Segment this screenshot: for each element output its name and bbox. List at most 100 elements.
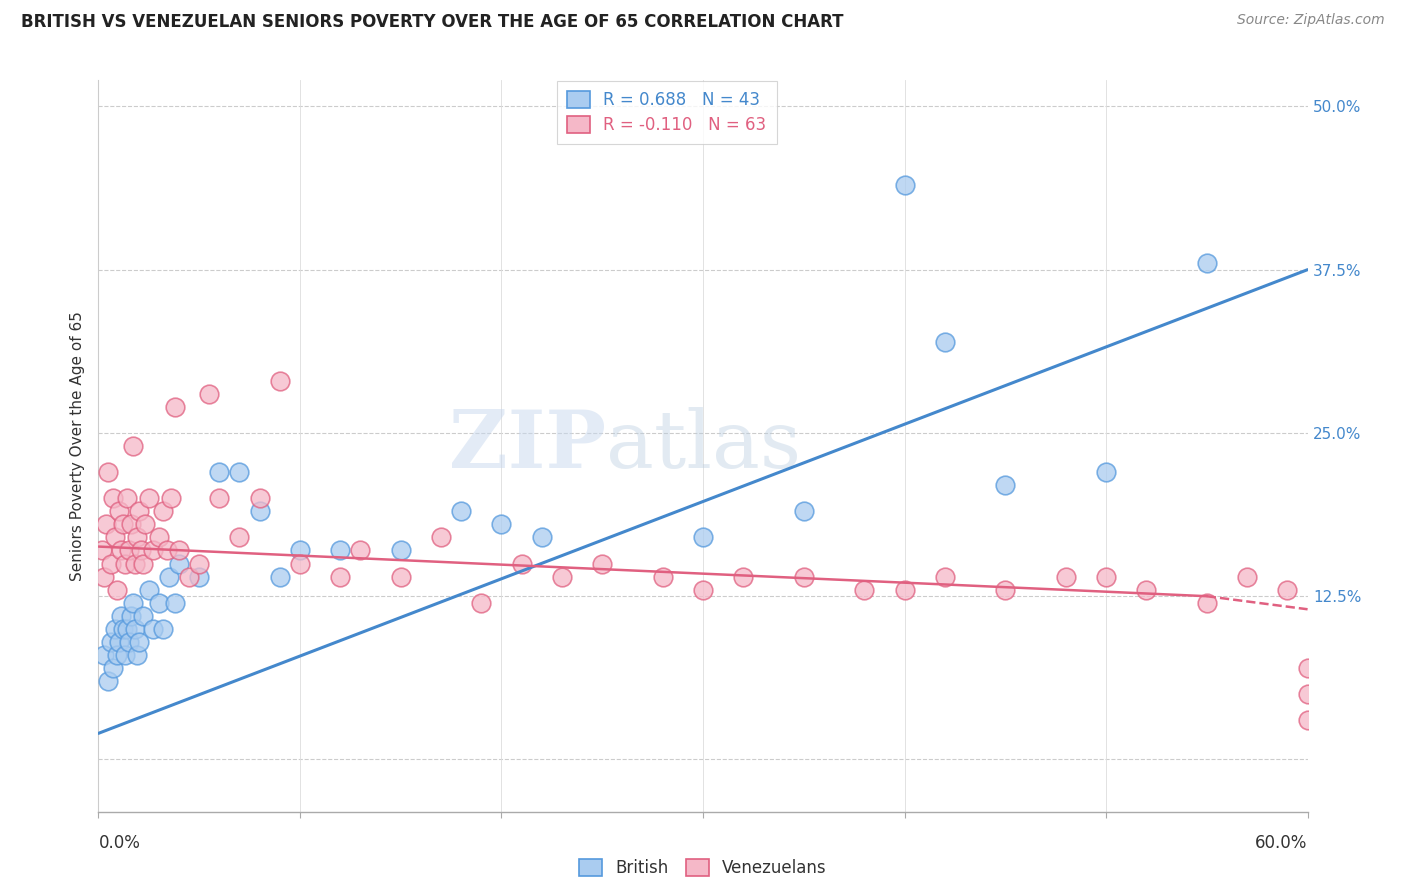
Point: [934, 569, 956, 583]
Point: [115, 491, 138, 506]
Point: [152, 622, 174, 636]
Point: [994, 478, 1017, 492]
Point: [120, 517, 142, 532]
Point: [91, 543, 114, 558]
Point: [167, 543, 190, 558]
Point: [107, 635, 129, 649]
Point: [100, 635, 122, 649]
Text: 60.0%: 60.0%: [1256, 834, 1308, 852]
Point: [893, 178, 915, 192]
Point: [1095, 569, 1118, 583]
Y-axis label: Seniors Poverty Over the Age of 65: Seniors Poverty Over the Age of 65: [70, 311, 86, 581]
Point: [129, 543, 152, 558]
Point: [651, 569, 673, 583]
Point: [530, 530, 553, 544]
Point: [163, 400, 186, 414]
Point: [142, 543, 165, 558]
Point: [1236, 569, 1258, 583]
Point: [134, 517, 156, 532]
Point: [93, 569, 115, 583]
Point: [269, 569, 291, 583]
Point: [156, 543, 179, 558]
Point: [101, 661, 124, 675]
Point: [103, 622, 125, 636]
Point: [121, 439, 143, 453]
Point: [793, 504, 815, 518]
Point: [1135, 582, 1157, 597]
Point: [692, 582, 714, 597]
Point: [157, 569, 180, 583]
Legend: British, Venezuelans: British, Venezuelans: [572, 853, 834, 884]
Point: [110, 608, 132, 623]
Point: [228, 530, 250, 544]
Point: [733, 569, 755, 583]
Point: [288, 557, 311, 571]
Point: [120, 608, 142, 623]
Point: [329, 543, 352, 558]
Point: [142, 622, 165, 636]
Point: [249, 491, 271, 506]
Point: [228, 465, 250, 479]
Point: [853, 582, 876, 597]
Point: [1054, 569, 1077, 583]
Point: [160, 491, 183, 506]
Point: [491, 517, 513, 532]
Point: [125, 530, 148, 544]
Text: BRITISH VS VENEZUELAN SENIORS POVERTY OVER THE AGE OF 65 CORRELATION CHART: BRITISH VS VENEZUELAN SENIORS POVERTY OV…: [21, 13, 844, 31]
Point: [1296, 661, 1319, 675]
Point: [179, 569, 201, 583]
Point: [163, 596, 186, 610]
Point: [288, 543, 311, 558]
Point: [93, 648, 115, 662]
Point: [105, 648, 128, 662]
Point: [100, 557, 122, 571]
Point: [132, 608, 155, 623]
Point: [128, 504, 150, 518]
Point: [118, 543, 141, 558]
Point: [994, 582, 1017, 597]
Point: [793, 569, 815, 583]
Point: [1195, 596, 1218, 610]
Point: [329, 569, 352, 583]
Point: [349, 543, 371, 558]
Point: [1195, 256, 1218, 270]
Point: [115, 622, 138, 636]
Point: [1296, 687, 1319, 701]
Point: [105, 582, 128, 597]
Point: [470, 596, 492, 610]
Point: [934, 334, 956, 349]
Point: [198, 386, 221, 401]
Point: [97, 465, 120, 479]
Point: [132, 557, 155, 571]
Point: [551, 569, 574, 583]
Point: [269, 374, 291, 388]
Point: [510, 557, 533, 571]
Point: [111, 622, 134, 636]
Point: [692, 530, 714, 544]
Point: [188, 569, 211, 583]
Point: [107, 504, 129, 518]
Point: [591, 557, 613, 571]
Point: [208, 491, 231, 506]
Point: [97, 674, 120, 689]
Point: [110, 543, 132, 558]
Point: [148, 596, 170, 610]
Point: [450, 504, 472, 518]
Point: [118, 635, 141, 649]
Point: [430, 530, 453, 544]
Point: [128, 635, 150, 649]
Point: [389, 569, 412, 583]
Point: [138, 491, 160, 506]
Text: ZIP: ZIP: [450, 407, 606, 485]
Point: [111, 517, 134, 532]
Point: [114, 557, 136, 571]
Point: [124, 622, 146, 636]
Point: [138, 582, 160, 597]
Point: [1296, 714, 1319, 728]
Point: [188, 557, 211, 571]
Point: [167, 557, 190, 571]
Point: [249, 504, 271, 518]
Point: [114, 648, 136, 662]
Point: [208, 465, 231, 479]
Point: [148, 530, 170, 544]
